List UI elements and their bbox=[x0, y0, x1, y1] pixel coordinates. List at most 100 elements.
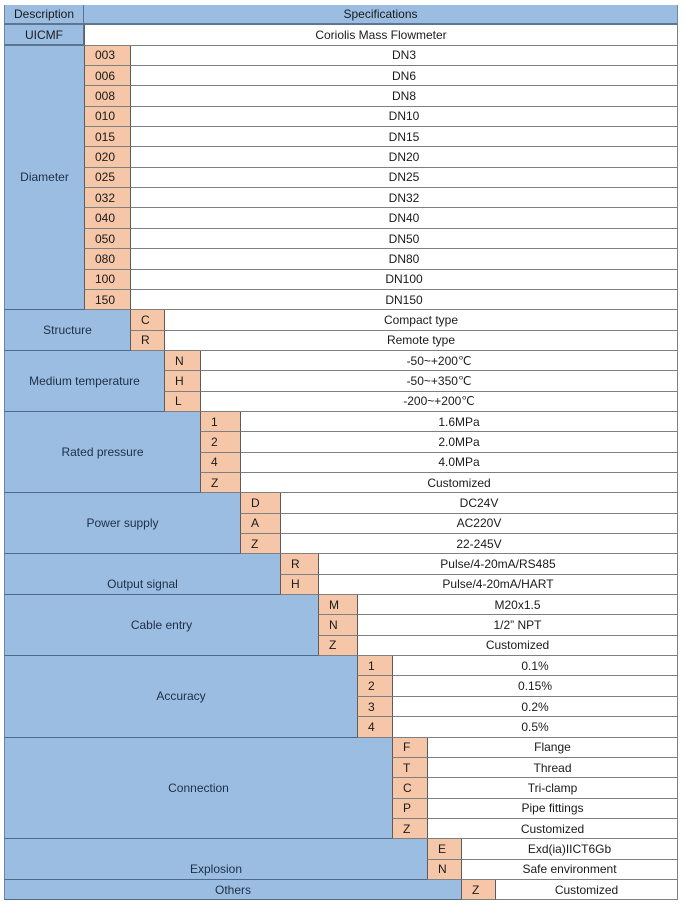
option-value: Flange bbox=[427, 737, 678, 758]
option-code: 2 bbox=[357, 676, 392, 697]
option-row: A AC220V bbox=[4, 513, 678, 535]
option-row: R Remote type bbox=[4, 330, 678, 351]
option-value: Customized bbox=[427, 818, 678, 840]
model-name: Coriolis Mass Flowmeter bbox=[84, 25, 678, 46]
group-label: Others bbox=[4, 879, 461, 901]
option-row: T Thread bbox=[4, 757, 678, 779]
option-code: E bbox=[427, 839, 461, 860]
option-code: R bbox=[130, 330, 164, 351]
option-value: Compact type bbox=[164, 310, 678, 331]
option-row: 003 DN3 bbox=[4, 45, 678, 67]
option-value: 0.2% bbox=[392, 696, 678, 718]
option-code: H bbox=[164, 371, 200, 392]
option-code: 1 bbox=[357, 656, 392, 677]
option-code: 080 bbox=[84, 249, 130, 270]
option-groups: Diameter 003 DN3 006 DN6 008 DN8 010 DN10 015 DN15… bbox=[4, 45, 678, 901]
option-value: M20x1.5 bbox=[357, 595, 678, 616]
option-value: Remote type bbox=[164, 330, 678, 351]
option-row: 020 DN20 bbox=[4, 147, 678, 168]
option-row: F Flange bbox=[4, 737, 678, 758]
option-row: 008 DN8 bbox=[4, 86, 678, 107]
group-label: Connection bbox=[4, 737, 392, 840]
option-code: 006 bbox=[84, 66, 130, 87]
specification-table: Description Specifications UICMF Corioli… bbox=[4, 5, 678, 901]
option-value: DN20 bbox=[130, 147, 678, 168]
option-row: 015 DN15 bbox=[4, 127, 678, 148]
option-row: 032 DN32 bbox=[4, 188, 678, 209]
group-label: Output signal bbox=[4, 554, 280, 596]
option-value: DN25 bbox=[130, 167, 678, 189]
option-code: P bbox=[392, 798, 427, 819]
option-value: DN80 bbox=[130, 249, 678, 270]
option-row: H -50~+350℃ bbox=[4, 371, 678, 392]
option-code: C bbox=[130, 310, 164, 331]
option-row: 025 DN25 bbox=[4, 167, 678, 189]
option-row: 050 DN50 bbox=[4, 228, 678, 250]
option-value: Pulse/4-20mA/HART bbox=[318, 574, 678, 596]
group-label: Structure bbox=[4, 310, 130, 351]
option-value: 0.1% bbox=[392, 656, 678, 677]
option-code: T bbox=[392, 757, 427, 779]
option-row: 4 0.5% bbox=[4, 717, 678, 738]
option-row: N 1/2” NPT bbox=[4, 615, 678, 636]
option-code: N bbox=[427, 859, 461, 880]
option-value: Exd(ia)IICT6Gb bbox=[461, 839, 678, 860]
option-code: M bbox=[318, 595, 357, 616]
option-value: -50~+200℃ bbox=[200, 350, 678, 372]
option-value: DN100 bbox=[130, 269, 678, 290]
option-row: Z Customized bbox=[4, 635, 678, 657]
option-row: 1 1.6MPa bbox=[4, 411, 678, 433]
option-code: 3 bbox=[357, 696, 392, 718]
option-value: 1.6MPa bbox=[240, 411, 678, 433]
group-cable-entry: Cable entry M M20x1.5 N 1/2” NPT Z Customized bbox=[4, 595, 678, 657]
group-medium-temperature: Medium temperature N -50~+200℃ H -50~+350℃ L -… bbox=[4, 350, 678, 412]
group-explosion: Explosion E Exd(ia)IICT6Gb N Safe environmen… bbox=[4, 839, 678, 880]
option-code: 020 bbox=[84, 147, 130, 168]
option-value: DN6 bbox=[130, 66, 678, 87]
option-value: Safe environment bbox=[461, 859, 678, 880]
option-value: Thread bbox=[427, 757, 678, 779]
model-row: UICMF Coriolis Mass Flowmeter bbox=[4, 25, 678, 46]
option-row: L -200~+200℃ bbox=[4, 391, 678, 412]
option-code: 1 bbox=[200, 411, 240, 433]
option-row: C Tri-clamp bbox=[4, 778, 678, 799]
option-value: AC220V bbox=[280, 513, 678, 535]
option-row: 3 0.2% bbox=[4, 696, 678, 718]
option-value: -50~+350℃ bbox=[200, 371, 678, 392]
model-code: UICMF bbox=[4, 25, 84, 46]
group-structure: Structure C Compact type R Remote type bbox=[4, 310, 678, 351]
option-row: 1 0.1% bbox=[4, 656, 678, 677]
group-label: Accuracy bbox=[4, 656, 357, 738]
option-code: N bbox=[164, 350, 200, 372]
option-row: Z 22-245V bbox=[4, 534, 678, 555]
option-row: Z Customized bbox=[4, 879, 678, 901]
option-code: L bbox=[164, 391, 200, 412]
option-code: 032 bbox=[84, 188, 130, 209]
option-row: 100 DN100 bbox=[4, 269, 678, 290]
option-code: 040 bbox=[84, 208, 130, 229]
option-value: -200~+200℃ bbox=[200, 391, 678, 412]
option-value: 0.15% bbox=[392, 676, 678, 697]
option-row: H Pulse/4-20mA/HART bbox=[4, 574, 678, 596]
option-value: Tri-clamp bbox=[427, 778, 678, 799]
option-code: N bbox=[318, 615, 357, 636]
option-row: N -50~+200℃ bbox=[4, 350, 678, 372]
option-value: Customized bbox=[495, 879, 678, 901]
option-code: 4 bbox=[200, 452, 240, 473]
option-value: DN32 bbox=[130, 188, 678, 209]
option-code: F bbox=[392, 737, 427, 758]
option-value: DN40 bbox=[130, 208, 678, 229]
option-code: 2 bbox=[200, 432, 240, 453]
option-code: H bbox=[280, 574, 318, 596]
group-power-supply: Power supply D DC24V A AC220V Z 22-245V bbox=[4, 493, 678, 555]
option-value: DN50 bbox=[130, 228, 678, 250]
group-label: Explosion bbox=[4, 839, 427, 880]
option-code: D bbox=[240, 493, 280, 514]
option-code: 008 bbox=[84, 86, 130, 107]
option-value: DC24V bbox=[280, 493, 678, 514]
option-value: 22-245V bbox=[280, 534, 678, 555]
option-value: 2.0MPa bbox=[240, 432, 678, 453]
group-label: Diameter bbox=[4, 45, 84, 311]
option-code: 015 bbox=[84, 127, 130, 148]
option-row: 4 4.0MPa bbox=[4, 452, 678, 473]
